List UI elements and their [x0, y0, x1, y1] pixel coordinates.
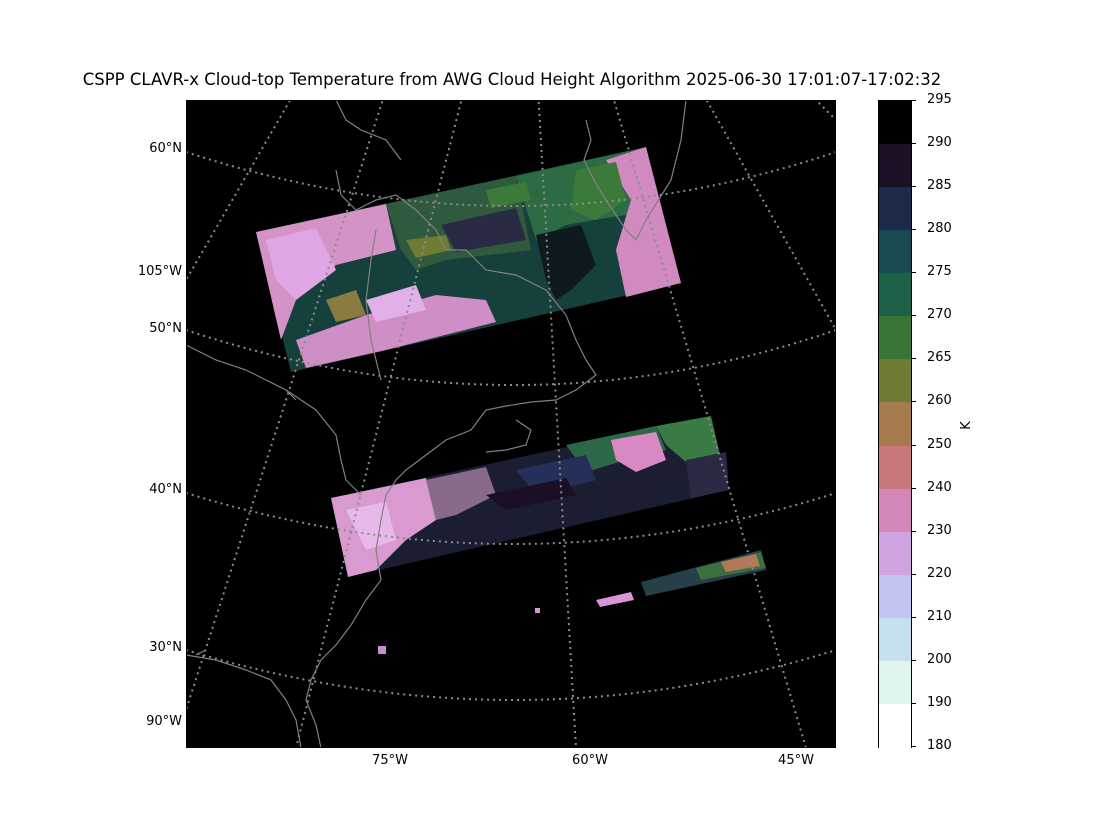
colorbar-segment	[879, 703, 911, 748]
colorbar-tick	[911, 100, 916, 101]
colorbar-tick	[911, 315, 916, 317]
colorbar-tick	[911, 186, 916, 188]
colorbar-tick-label: 250	[927, 436, 952, 452]
figure-title: CSPP CLAVR-x Cloud-top Temperature from …	[82, 70, 942, 89]
colorbar-tick	[911, 746, 916, 747]
lon-label-105w: 105°W	[137, 264, 182, 279]
colorbar-tick-label: 285	[927, 178, 952, 194]
colorbar-tick	[911, 659, 916, 661]
colorbar-tick	[911, 401, 916, 403]
colorbar-tick	[911, 616, 916, 618]
lon-label-60w: 60°W	[572, 753, 608, 768]
colorbar-tick-label: 230	[927, 522, 952, 538]
lon-label-90w: 90°W	[146, 714, 182, 729]
colorbar-tick-label: 295	[927, 92, 952, 107]
colorbar-tick	[911, 143, 916, 145]
colorbar-tick	[911, 530, 916, 532]
colorbar-segment	[879, 574, 911, 619]
colorbar-tick	[911, 487, 916, 489]
colorbar-tick	[911, 272, 916, 274]
colorbar-unit-label: K	[958, 421, 974, 430]
colorbar-segment	[879, 187, 911, 232]
map-panel	[186, 100, 836, 748]
map-canvas	[186, 100, 836, 748]
colorbar	[878, 100, 912, 748]
colorbar-segment	[879, 402, 911, 447]
colorbar-tick-label: 210	[927, 608, 952, 624]
colorbar-segment	[879, 359, 911, 404]
colorbar-tick-label: 280	[927, 221, 952, 237]
swath-north	[256, 147, 681, 372]
colorbar-tick-label: 270	[927, 307, 952, 323]
colorbar-tick-label: 260	[927, 393, 952, 409]
colorbar-tick-label: 200	[927, 651, 952, 667]
colorbar-segment	[879, 273, 911, 318]
colorbar-segment	[879, 144, 911, 189]
graticule	[186, 100, 836, 748]
colorbar-segment	[879, 617, 911, 662]
colorbar-segment	[879, 660, 911, 705]
colorbar-tick	[911, 444, 916, 446]
lat-label-30n: 30°N	[149, 640, 182, 655]
swath-south	[378, 550, 766, 654]
colorbar-tick-label: 220	[927, 565, 952, 581]
colorbar-tick	[911, 229, 916, 231]
lon-label-75w: 75°W	[372, 753, 408, 768]
colorbar-segment	[879, 101, 911, 145]
colorbar-segment	[879, 316, 911, 361]
colorbar-tick	[911, 702, 916, 704]
colorbar-segment	[879, 445, 911, 490]
coastlines	[186, 100, 687, 748]
colorbar-segment	[879, 230, 911, 275]
colorbar-tick-label: 265	[927, 350, 952, 366]
lat-label-50n: 50°N	[149, 321, 182, 336]
colorbar-segment	[879, 488, 911, 533]
colorbar-tick-label: 180	[927, 738, 952, 753]
colorbar-segment	[879, 531, 911, 576]
colorbar-tick	[911, 573, 916, 575]
lat-label-40n: 40°N	[149, 482, 182, 497]
colorbar-tick-label: 275	[927, 264, 952, 280]
swath-middle	[331, 416, 729, 577]
colorbar-tick	[911, 358, 916, 360]
colorbar-tick-label: 240	[927, 479, 952, 495]
colorbar-tick-label: 290	[927, 135, 952, 151]
lat-label-60n: 60°N	[149, 141, 182, 156]
colorbar-tick-label: 190	[927, 694, 952, 710]
lon-label-45w: 45°W	[778, 753, 814, 768]
